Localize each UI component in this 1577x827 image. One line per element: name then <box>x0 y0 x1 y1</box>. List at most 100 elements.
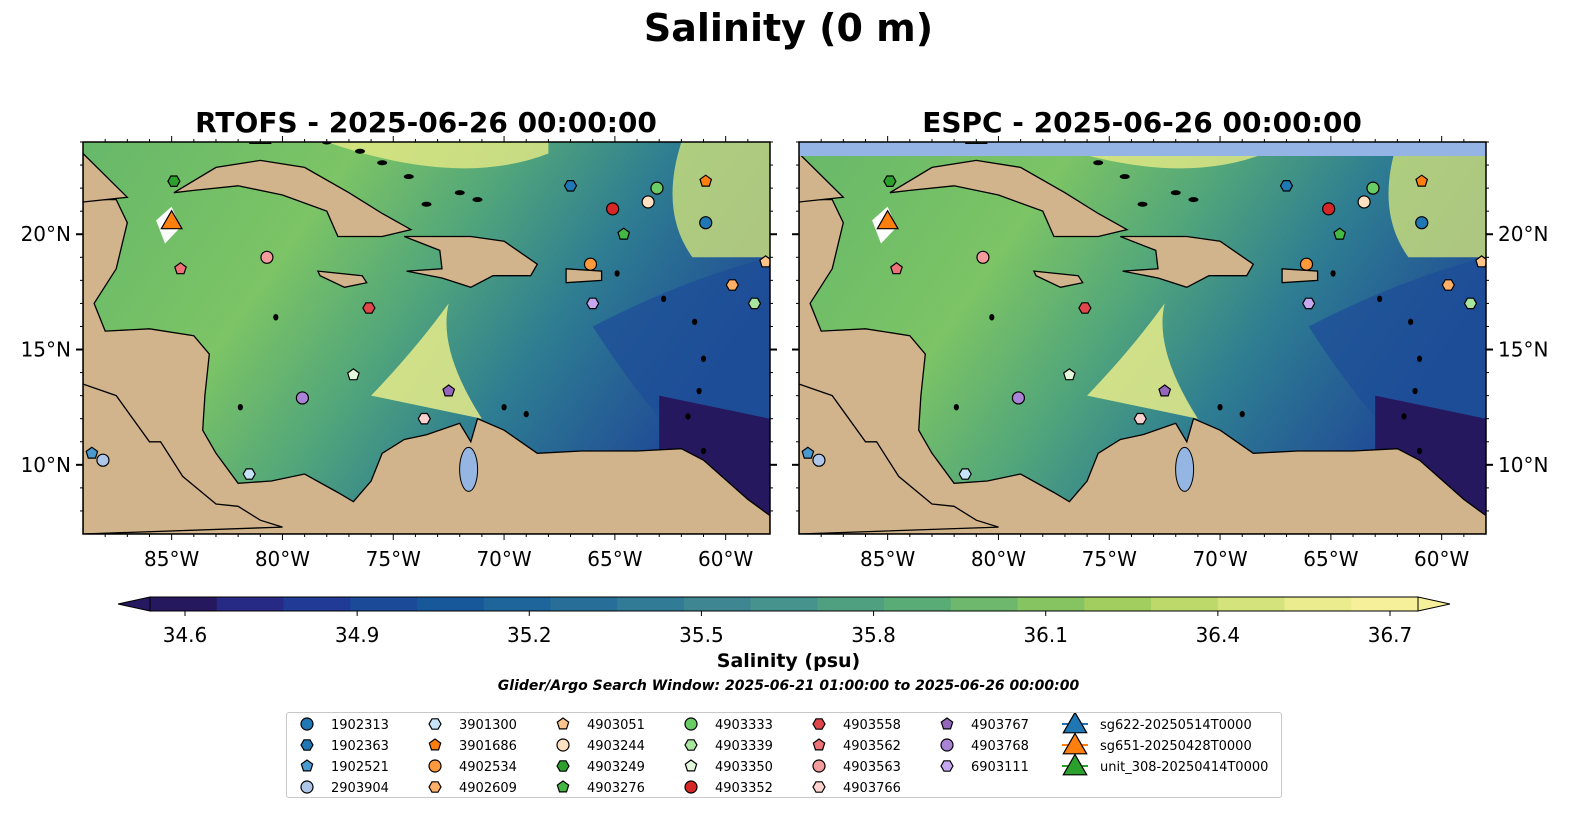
lat-tick-label: 15°N <box>21 338 71 362</box>
island <box>501 403 507 411</box>
legend-label: 4903558 <box>843 718 901 733</box>
legend-marker <box>300 780 314 794</box>
legend-entries: 1902313 1902363 1902521 2903904 3901300 39016… <box>300 713 1268 796</box>
marker-2903904 <box>812 453 826 467</box>
lake-maracaibo <box>1175 446 1195 492</box>
lat-tick-label: 20°N <box>1498 222 1548 246</box>
island <box>237 403 243 411</box>
colorbar-tick-label: 35.2 <box>507 623 552 647</box>
marker-4903051 <box>1475 255 1486 268</box>
marker-2903904 <box>96 453 110 467</box>
colorbar-segment <box>150 597 218 611</box>
lon-tick-label: 70°W <box>1192 547 1247 571</box>
marker-4903352 <box>1322 202 1336 216</box>
marker-4903333 <box>1366 181 1380 195</box>
legend-label: 4903767 <box>971 718 1029 733</box>
marker-4903767 <box>1158 384 1172 397</box>
map-frame <box>798 141 1487 535</box>
colorbar-tick-label: 35.5 <box>679 623 724 647</box>
jamaica-land <box>1032 270 1084 288</box>
island <box>700 447 707 455</box>
legend-label: 3901686 <box>459 739 517 754</box>
colorbar-segment <box>1217 597 1286 611</box>
legend-label: 6903111 <box>971 760 1029 775</box>
colorbar-segment <box>683 597 752 611</box>
legend-label: 1902313 <box>331 718 389 733</box>
legend-marker <box>684 759 698 772</box>
marker-1902313 <box>1415 216 1429 230</box>
legend-label: 4903276 <box>587 781 645 796</box>
colorbar-segment <box>483 597 552 611</box>
marker-4903249 <box>883 175 897 187</box>
legend-marker <box>300 717 314 731</box>
colorbar-segment <box>416 597 485 611</box>
jamaica-land <box>316 270 368 288</box>
legend-label: sg622-20250514T0000 <box>1100 718 1252 733</box>
marker-sg651-20250428T0000 <box>876 209 900 230</box>
yucatan-tip <box>83 152 129 203</box>
marker-3901686 <box>1415 174 1429 187</box>
marker-6903111 <box>1302 297 1316 310</box>
legend-label: 2903904 <box>331 781 389 796</box>
colorbar-segment <box>1351 597 1419 611</box>
legend-marker <box>684 739 698 751</box>
yucatan-tip <box>799 152 845 203</box>
marker-4903767 <box>442 384 456 397</box>
hispaniola-land <box>404 235 539 289</box>
colorbar-segment <box>283 597 351 611</box>
marker-1902521 <box>85 446 99 459</box>
marker-4903350 <box>1062 368 1076 381</box>
rtofs-panel-title: RTOFS - 2025-06-26 00:00:00 <box>195 106 657 139</box>
colorbar-frame <box>149 596 1419 612</box>
legend-label: 4903563 <box>843 760 901 775</box>
marker-4903051 <box>759 255 770 268</box>
legend-label: 4903244 <box>587 739 645 754</box>
lon-tick-label: 80°W <box>971 547 1026 571</box>
bahamas-island <box>355 148 366 154</box>
marker-4903249 <box>167 175 181 187</box>
lat-tick-label: 20°N <box>21 222 71 246</box>
island <box>1239 410 1245 418</box>
marker-sg651-20250428T0000 <box>160 209 184 230</box>
lat-tick-label: 10°N <box>21 453 71 477</box>
marker-4903768 <box>295 391 309 405</box>
legend-marker <box>1062 732 1088 755</box>
bahamas-island <box>1093 160 1104 166</box>
legend-marker <box>812 738 826 751</box>
bahamas-island <box>454 190 465 196</box>
legend-marker <box>556 738 570 752</box>
marker-6903111 <box>586 297 600 310</box>
island <box>1408 318 1414 326</box>
hispaniola-land <box>1120 235 1255 289</box>
marker-1902521 <box>801 446 815 459</box>
legend-label: 4902534 <box>459 760 517 775</box>
island <box>1416 447 1423 455</box>
marker-4903333 <box>650 181 664 195</box>
marker-4903563 <box>260 250 274 264</box>
colorbar-tick-label: 34.9 <box>335 623 380 647</box>
lon-tick-label: 80°W <box>255 547 310 571</box>
legend-label: 4903350 <box>715 760 773 775</box>
legend-label: unit_308-20250414T0000 <box>1100 760 1268 775</box>
island <box>700 355 707 362</box>
legend-marker <box>300 739 314 751</box>
island <box>523 410 529 418</box>
colorbar-segment <box>350 597 418 611</box>
marker-4903276 <box>617 227 631 240</box>
colorbar-segment <box>1284 597 1352 611</box>
marker-4903350 <box>346 368 360 381</box>
salinity-high-zone <box>326 142 549 169</box>
lat-tick-label: 10°N <box>1498 453 1548 477</box>
marker-1902363 <box>1279 180 1294 192</box>
lon-tick-label: 85°W <box>860 547 915 571</box>
legend-label: 1902363 <box>331 739 389 754</box>
legend-marker <box>1062 753 1088 776</box>
island <box>1412 387 1418 395</box>
salinity-high-zone <box>672 142 770 258</box>
map-frame <box>82 141 771 535</box>
lon-tick-label: 65°W <box>587 547 642 571</box>
colorbar-segment <box>750 597 818 611</box>
central-south-america-land <box>799 198 1486 534</box>
espc-map <box>799 142 1486 534</box>
